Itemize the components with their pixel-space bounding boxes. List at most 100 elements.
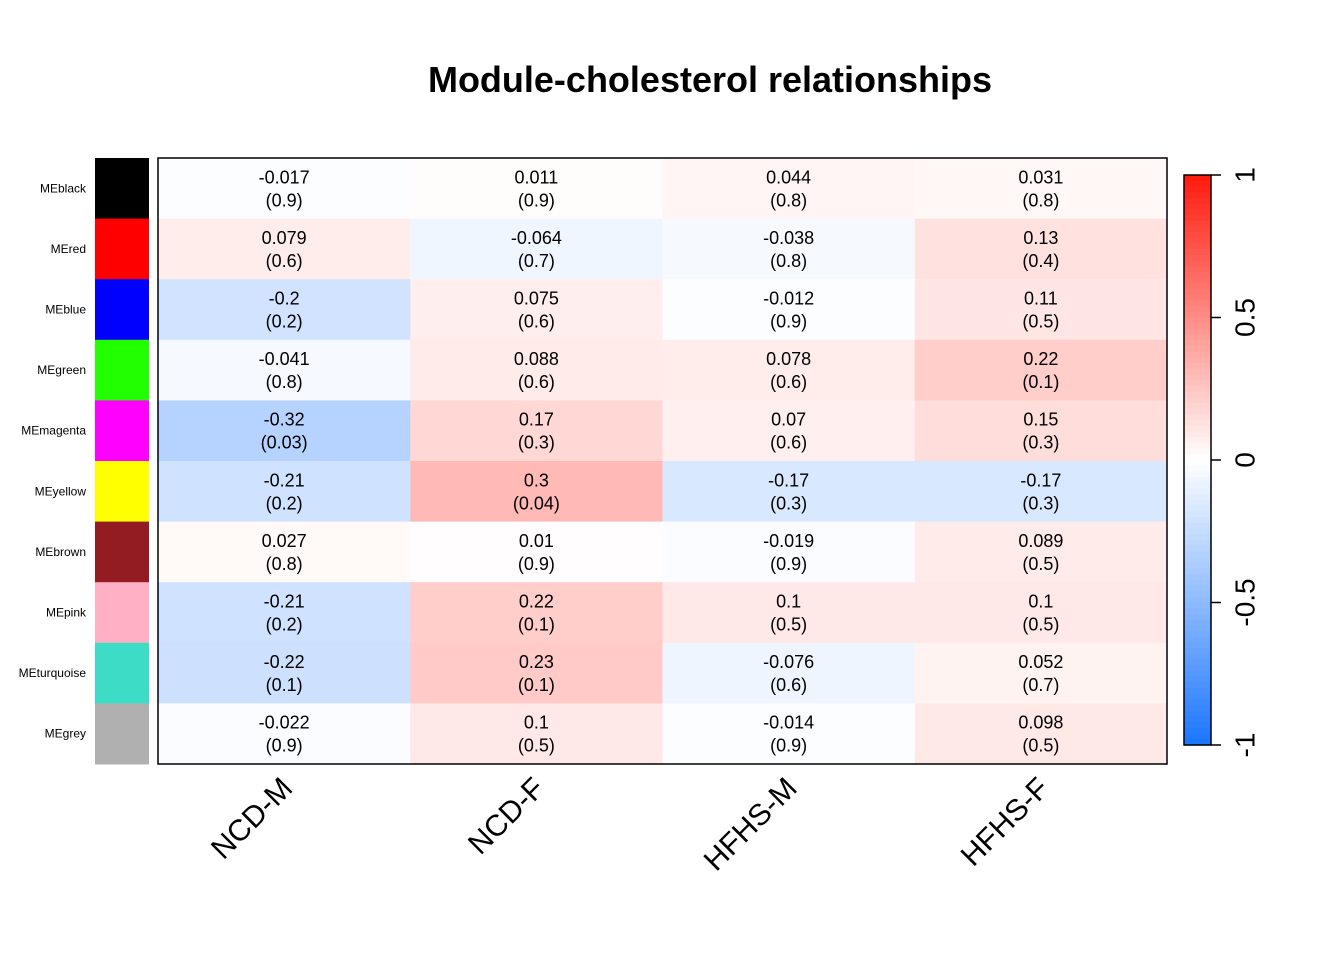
heatmap-cell [158,642,411,704]
cell-correlation: -0.017 [259,167,310,187]
heatmap-cell [914,158,1168,220]
legend-gradient-step [1184,648,1211,655]
legend-gradient-step [1184,214,1211,222]
heatmap-cell [158,279,411,341]
cell-pvalue: (0.5) [770,615,807,635]
cell-correlation: -0.076 [763,652,814,672]
legend-gradient-step [1184,482,1211,490]
legend-gradient-step [1184,328,1211,336]
cell-pvalue: (0.1) [266,675,303,695]
legend-gradient-step [1184,237,1211,244]
cell-correlation: 0.1 [524,713,549,733]
cell-correlation: -0.17 [768,470,809,490]
legend-gradient-step [1184,596,1211,604]
cell-correlation: 0.078 [766,349,811,369]
legend-gradient-step [1184,505,1211,512]
cell-correlation: -0.038 [763,228,814,248]
heatmap-cell [662,642,916,704]
cell-correlation: 0.3 [524,470,549,490]
column-label-HFHS-F: HFHS-F [955,772,1056,873]
module-swatch-MEred [95,218,149,280]
cell-pvalue: (0.3) [1022,433,1059,453]
cell-pvalue: (0.1) [518,615,555,635]
heatmap-cell [662,582,916,644]
heatmap-cell [410,703,663,765]
legend-gradient-step [1184,442,1211,450]
cell-pvalue: (0.3) [518,433,555,453]
legend-gradient-step [1184,511,1211,518]
legend-gradient-step [1184,334,1211,341]
cell-correlation: 0.088 [514,349,559,369]
cell-correlation: 0.027 [262,531,307,551]
legend-gradient-step [1184,568,1211,575]
cell-pvalue: (0.5) [1022,312,1059,332]
cell-correlation: 0.22 [1023,349,1058,369]
legend-gradient-step [1184,613,1211,621]
column-label-HFHS-M: HFHS-M [698,772,804,878]
legend-gradient-step [1184,340,1211,347]
cell-pvalue: (0.9) [266,190,303,210]
legend-gradient-step [1184,460,1211,467]
legend-gradient-step [1184,574,1211,581]
legend-gradient-step [1184,380,1211,387]
heatmap-cell [914,279,1168,341]
legend-gradient-step [1184,477,1211,484]
cell-pvalue: (0.9) [770,312,807,332]
legend-tick-label: 0 [1229,452,1260,468]
legend-gradient-step [1184,551,1211,558]
legend-gradient-step [1184,693,1211,700]
legend-gradient-step [1184,659,1211,666]
heatmap-cell [914,400,1168,462]
module-color-swatches: MEblack MEred MEblue MEgreen MEmagenta MEyell… [19,158,149,765]
row-label-MEblack: MEblack [40,181,87,195]
legend-gradient-step [1184,688,1211,695]
heatmap-cell [410,582,663,644]
legend-gradient-step [1184,488,1211,495]
legend-gradient-step [1184,397,1211,404]
row-label-MEyellow: MEyellow [35,484,87,498]
cell-correlation: -0.32 [264,410,305,430]
cell-pvalue: (0.7) [1022,675,1059,695]
cell-pvalue: (0.3) [1022,493,1059,513]
heatmap-cell [158,582,411,644]
module-swatch-MEblack [95,158,149,220]
legend-gradient-step [1184,591,1211,598]
cell-correlation: 0.22 [519,592,554,612]
cell-pvalue: (0.5) [1022,736,1059,756]
module-swatch-MEblue [95,279,149,341]
cell-correlation: 0.075 [514,289,559,309]
module-swatch-MEgrey [95,703,149,765]
color-scale-legend: -1 -0.5 0 0.5 1 [1183,167,1260,757]
legend-gradient-step [1184,437,1211,444]
legend-gradient-step [1184,266,1211,273]
cell-correlation: -0.014 [763,713,814,733]
legend-gradient-step [1184,539,1211,547]
cell-correlation: 0.01 [519,531,554,551]
legend-gradient-step [1184,642,1211,649]
heatmap-cell [914,461,1168,523]
heatmap-cell [410,339,663,401]
legend-gradient-step [1184,534,1211,541]
legend-gradient-step [1184,602,1211,609]
legend-gradient-step [1184,306,1211,313]
legend-gradient-step [1184,277,1211,284]
legend-gradient-step [1184,249,1211,256]
row-label-MEpink: MEpink [46,606,87,620]
legend-gradient-step [1184,403,1211,410]
legend-gradient-step [1184,175,1211,182]
legend-gradient-step [1184,289,1211,296]
legend-gradient-step [1184,300,1211,307]
legend-tick-label: 0.5 [1229,298,1260,337]
legend-gradient-step [1184,716,1211,723]
legend-gradient-step [1184,665,1211,672]
cell-correlation: 0.052 [1018,652,1063,672]
legend-gradient-step [1184,425,1211,433]
legend-tick-label: 1 [1229,167,1260,183]
column-label-NCD-F: NCD-F [462,772,551,861]
heatmap-cell [158,158,411,220]
legend-gradient-step [1184,192,1211,199]
heatmap-cell [158,400,411,462]
cell-correlation: 0.079 [262,228,307,248]
cell-pvalue: (0.9) [770,736,807,756]
